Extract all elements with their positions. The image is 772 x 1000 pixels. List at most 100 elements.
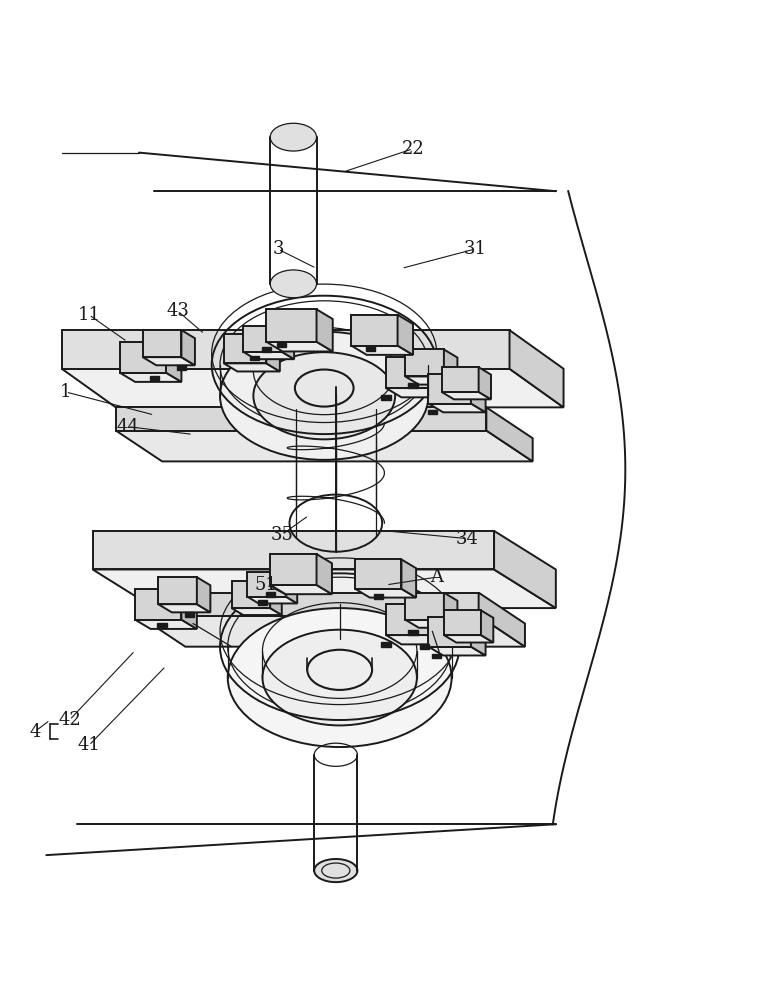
Polygon shape	[355, 559, 401, 589]
Polygon shape	[282, 326, 294, 359]
Bar	[408, 383, 418, 388]
Polygon shape	[479, 367, 491, 399]
Text: 35: 35	[270, 526, 293, 544]
Polygon shape	[62, 369, 564, 407]
Bar	[366, 346, 375, 351]
Polygon shape	[166, 342, 181, 382]
Polygon shape	[444, 635, 493, 643]
Polygon shape	[442, 392, 491, 399]
Polygon shape	[351, 346, 413, 355]
Bar	[185, 612, 194, 617]
Polygon shape	[398, 315, 413, 355]
Polygon shape	[232, 608, 282, 615]
Ellipse shape	[314, 859, 357, 882]
Polygon shape	[224, 363, 279, 371]
Ellipse shape	[253, 352, 395, 439]
Polygon shape	[351, 315, 398, 346]
Bar	[262, 347, 271, 352]
Polygon shape	[286, 572, 297, 603]
Polygon shape	[143, 357, 195, 365]
Text: A: A	[430, 568, 442, 586]
Bar	[150, 376, 159, 380]
Ellipse shape	[262, 630, 417, 725]
Bar	[432, 654, 441, 658]
Polygon shape	[139, 616, 525, 647]
Bar	[266, 592, 275, 596]
Polygon shape	[444, 610, 481, 635]
Polygon shape	[135, 620, 197, 629]
Polygon shape	[486, 407, 533, 461]
Polygon shape	[232, 581, 270, 608]
Polygon shape	[266, 334, 279, 371]
Text: 4: 4	[29, 723, 40, 741]
Polygon shape	[510, 330, 564, 407]
Text: 31: 31	[463, 240, 486, 258]
Polygon shape	[432, 357, 448, 397]
Polygon shape	[135, 589, 181, 620]
Polygon shape	[405, 593, 444, 620]
Polygon shape	[494, 531, 556, 608]
Polygon shape	[479, 593, 525, 647]
Bar	[277, 343, 286, 347]
Polygon shape	[93, 531, 494, 569]
Text: 3: 3	[273, 240, 283, 258]
Polygon shape	[270, 581, 282, 615]
Text: 34: 34	[455, 530, 479, 548]
Text: 11: 11	[77, 306, 100, 324]
Bar	[381, 642, 391, 647]
Bar	[408, 630, 418, 635]
Bar	[258, 600, 267, 605]
Polygon shape	[401, 559, 416, 598]
Polygon shape	[181, 330, 195, 365]
Polygon shape	[247, 596, 297, 603]
Polygon shape	[243, 352, 294, 359]
Bar	[381, 395, 391, 400]
Polygon shape	[355, 589, 416, 598]
Text: 41: 41	[77, 736, 100, 754]
Polygon shape	[481, 610, 493, 643]
Ellipse shape	[270, 270, 317, 298]
Polygon shape	[432, 604, 448, 644]
Polygon shape	[270, 554, 317, 585]
Polygon shape	[428, 403, 486, 412]
Polygon shape	[444, 593, 457, 628]
Ellipse shape	[228, 608, 452, 747]
Polygon shape	[266, 309, 317, 342]
Text: 51: 51	[255, 576, 278, 594]
Polygon shape	[386, 604, 432, 635]
Polygon shape	[405, 620, 457, 628]
Bar	[157, 623, 167, 627]
Ellipse shape	[220, 332, 428, 460]
Polygon shape	[317, 554, 332, 594]
Polygon shape	[428, 374, 471, 403]
Polygon shape	[116, 431, 533, 461]
Polygon shape	[243, 326, 282, 352]
Bar	[428, 410, 437, 414]
Polygon shape	[428, 617, 471, 647]
Text: 43: 43	[166, 302, 189, 320]
Polygon shape	[266, 342, 333, 351]
Polygon shape	[93, 569, 556, 608]
Polygon shape	[181, 589, 197, 629]
Polygon shape	[120, 373, 181, 382]
Bar	[374, 594, 383, 599]
Polygon shape	[317, 309, 333, 351]
Polygon shape	[428, 647, 486, 655]
Polygon shape	[158, 604, 210, 612]
Polygon shape	[405, 349, 444, 376]
Polygon shape	[444, 349, 457, 385]
Polygon shape	[116, 407, 486, 431]
Polygon shape	[120, 342, 166, 373]
Ellipse shape	[270, 123, 317, 151]
Polygon shape	[405, 376, 457, 385]
Polygon shape	[143, 330, 181, 357]
Polygon shape	[442, 367, 479, 392]
Polygon shape	[386, 388, 448, 397]
Polygon shape	[224, 334, 266, 363]
Text: 22: 22	[401, 140, 425, 158]
Polygon shape	[471, 617, 486, 655]
Polygon shape	[197, 577, 210, 612]
Bar	[250, 356, 259, 360]
Text: 1: 1	[60, 383, 71, 401]
Bar	[420, 644, 429, 649]
